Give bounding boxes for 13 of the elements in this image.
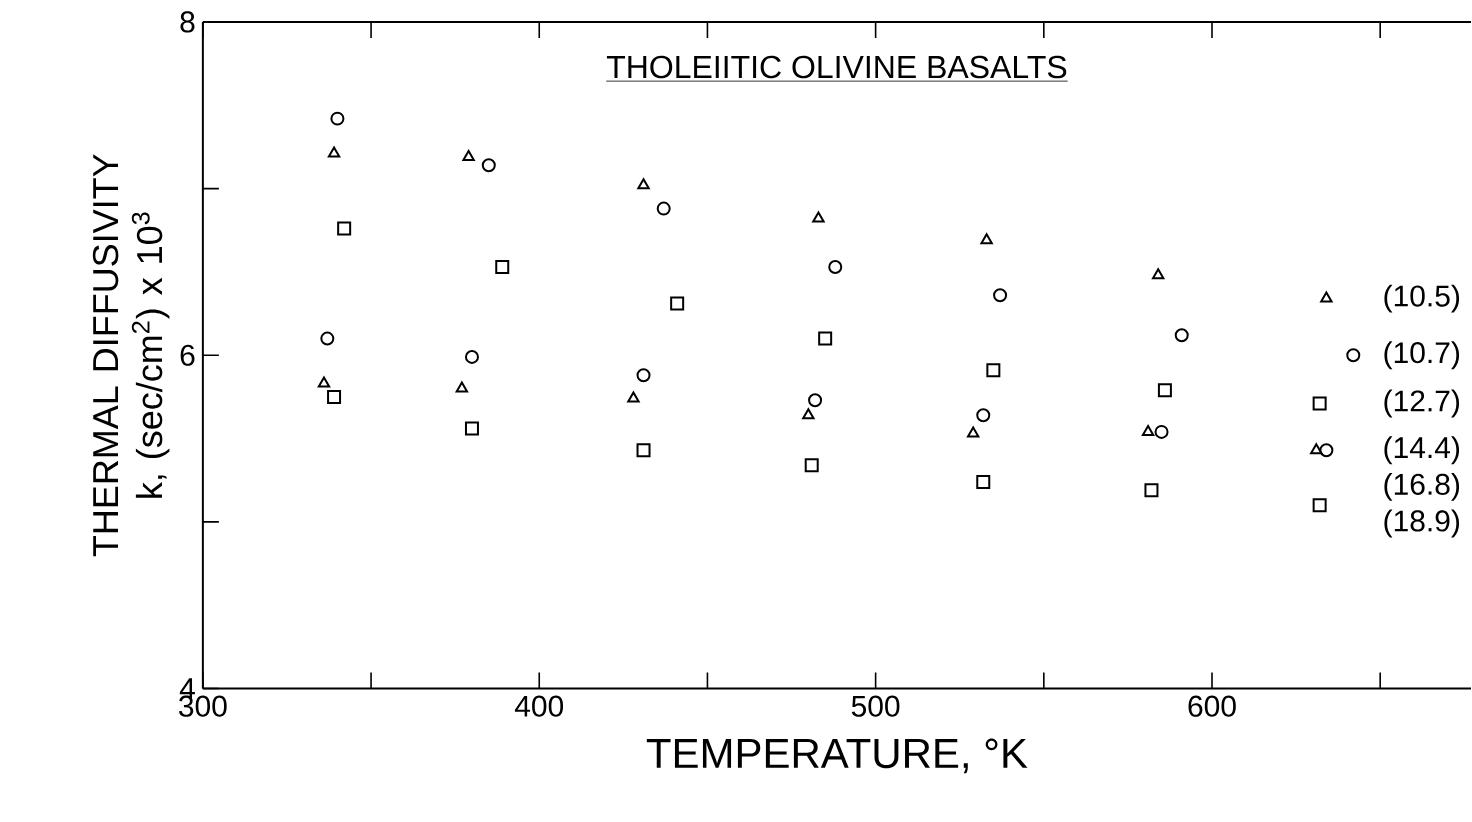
series-label: (18.9)	[1384, 509, 1460, 538]
text: (14.4)	[1384, 436, 1460, 464]
text: THOLEIITIC OLIVINE BASALTS	[606, 55, 1067, 79]
x-tick-label: 600	[1188, 695, 1236, 717]
series-label: (10.7)	[1384, 341, 1460, 370]
series-label: (16.8)	[1384, 472, 1460, 501]
x-tick-label: 500	[851, 695, 900, 717]
series-label: (12.7)	[1384, 389, 1460, 418]
y-tick-label: 6	[180, 344, 195, 366]
series-label: (10.5)	[1384, 284, 1460, 313]
x-axis-title: TEMPERATURE, °K	[646, 738, 1028, 773]
x-tick-label: 400	[514, 695, 564, 717]
y-tick-label: 8	[180, 11, 195, 33]
